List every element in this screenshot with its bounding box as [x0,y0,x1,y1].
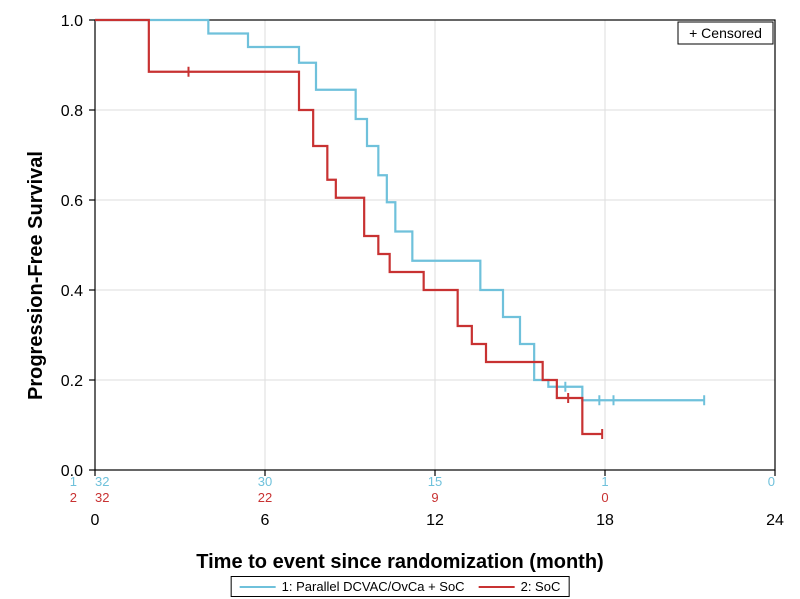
svg-text:0.4: 0.4 [61,283,83,300]
svg-text:30: 30 [258,474,272,489]
km-chart: 061218240.00.20.40.60.81.0+ Censored1323… [0,0,800,599]
svg-text:0.8: 0.8 [61,103,83,120]
svg-text:0: 0 [601,490,608,505]
legend-swatch-1 [240,586,276,588]
legend-item-2: 2: SoC [479,579,561,594]
svg-text:+ Censored: + Censored [689,25,762,41]
svg-text:32: 32 [95,474,109,489]
svg-text:1.0: 1.0 [61,13,83,30]
svg-text:0.2: 0.2 [61,373,83,390]
svg-text:0: 0 [768,474,775,489]
svg-text:32: 32 [95,490,109,505]
legend: 1: Parallel DCVAC/OvCa + SoC 2: SoC [231,576,570,597]
legend-item-1: 1: Parallel DCVAC/OvCa + SoC [240,579,465,594]
svg-text:1: 1 [70,474,77,489]
svg-text:9: 9 [431,490,438,505]
legend-swatch-2 [479,586,515,588]
svg-text:12: 12 [426,512,444,529]
svg-text:2: 2 [70,490,77,505]
svg-text:15: 15 [428,474,442,489]
svg-text:6: 6 [261,512,270,529]
y-axis-title: Progression-Free Survival [25,151,48,400]
svg-text:0: 0 [91,512,100,529]
svg-text:0.6: 0.6 [61,193,83,210]
svg-text:1: 1 [601,474,608,489]
svg-text:24: 24 [766,512,784,529]
legend-label-2: 2: SoC [521,579,561,594]
svg-text:22: 22 [258,490,272,505]
x-axis-title: Time to event since randomization (month… [0,551,800,574]
legend-label-1: 1: Parallel DCVAC/OvCa + SoC [282,579,465,594]
svg-text:18: 18 [596,512,614,529]
plot-svg: 061218240.00.20.40.60.81.0+ Censored1323… [0,0,800,599]
